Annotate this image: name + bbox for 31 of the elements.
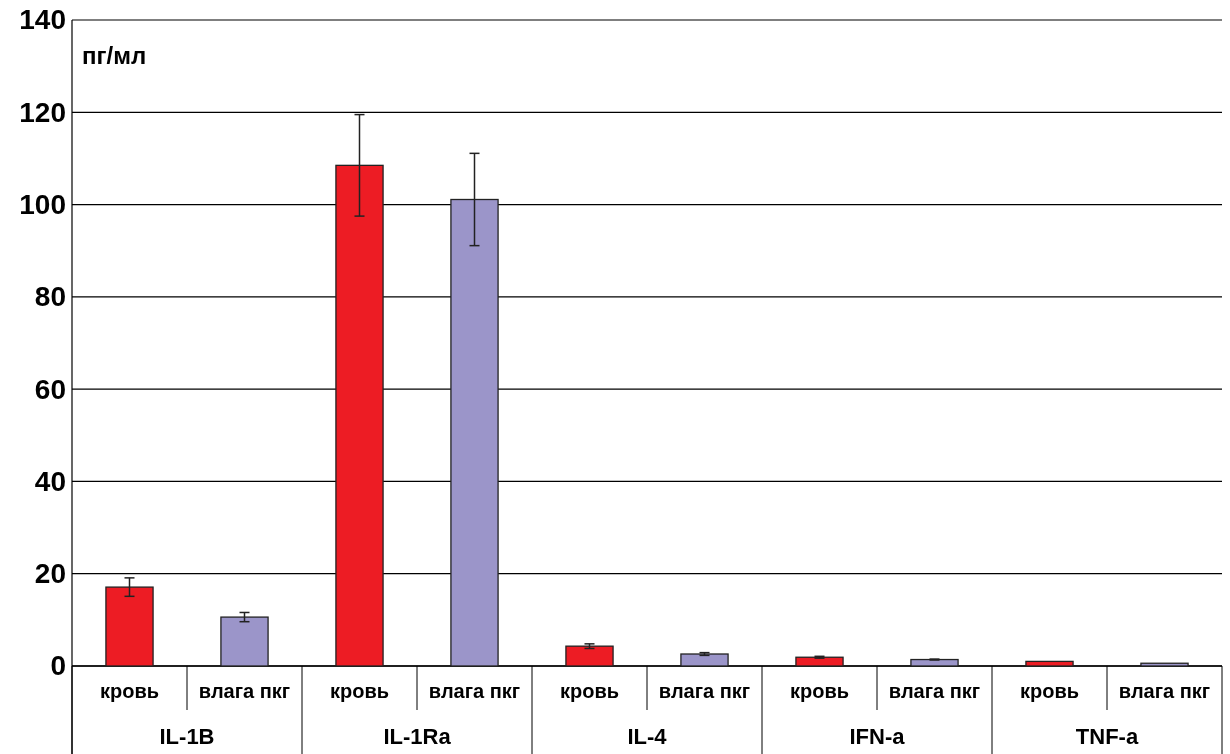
text: кровь <box>789 680 850 702</box>
bar <box>565 645 614 667</box>
y-tick-label: 0 <box>50 650 66 682</box>
x-tick-label: IL-1Ra <box>383 724 452 749</box>
series-label: кровь <box>559 680 620 702</box>
y-tick-label: 80 <box>34 281 66 313</box>
bar <box>680 653 729 667</box>
text: влага пкг <box>1118 680 1211 702</box>
bar <box>220 616 269 667</box>
y-tick-label: 100 <box>19 189 66 221</box>
bar <box>910 658 959 667</box>
bar <box>1140 662 1189 667</box>
bar <box>795 656 844 667</box>
series-label: влага пкг <box>198 680 291 702</box>
y-tick-label: 20 <box>34 558 66 590</box>
x-tick-label: IFN-a <box>849 724 906 749</box>
text: кровь <box>1019 680 1080 702</box>
text: влага пкг <box>428 680 521 702</box>
bar <box>1025 660 1074 667</box>
x-tick-label: IL-1B <box>159 724 215 749</box>
y-tick-label: 60 <box>34 373 66 405</box>
y-axis-title: пг/мл <box>82 42 147 69</box>
x-tick-label: TNF-a <box>1075 724 1139 749</box>
text: кровь <box>99 680 160 702</box>
text: кровь <box>329 680 390 702</box>
y-tick-label: 120 <box>19 96 66 128</box>
x-tick-label: IL-4 <box>627 724 668 749</box>
y-tick-label: 140 <box>19 4 66 36</box>
text: влага пкг <box>888 680 981 702</box>
y-tick-label: 40 <box>34 465 66 497</box>
text: влага пкг <box>658 680 751 702</box>
